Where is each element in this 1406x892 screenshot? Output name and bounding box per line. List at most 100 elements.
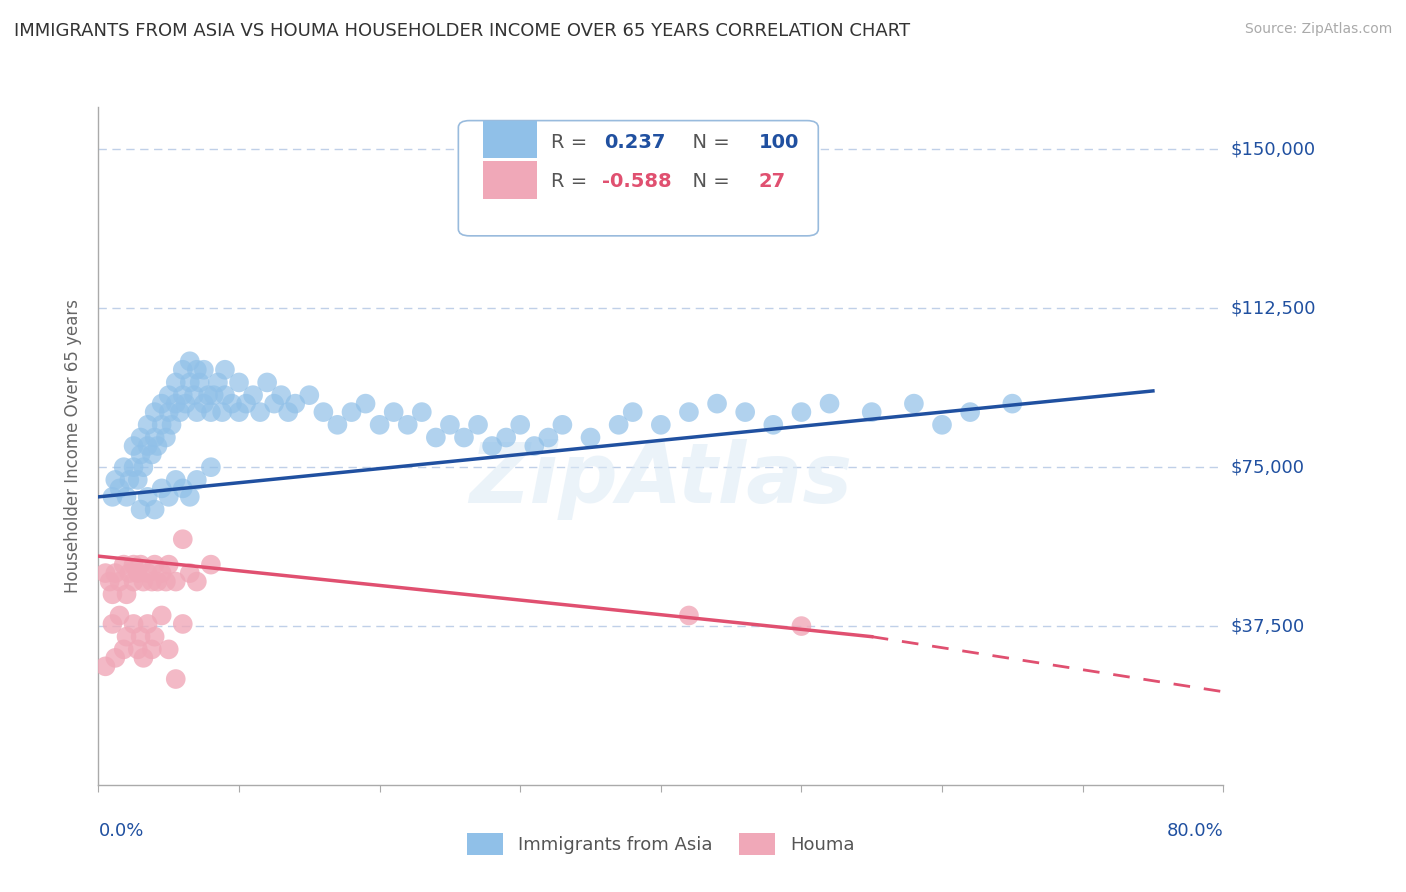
Point xyxy=(537,430,560,444)
Point xyxy=(340,405,363,419)
Point xyxy=(150,482,173,496)
Point xyxy=(860,405,883,419)
Point xyxy=(143,502,166,516)
Point xyxy=(101,490,124,504)
Point xyxy=(129,430,152,444)
Legend: Immigrants from Asia, Houma: Immigrants from Asia, Houma xyxy=(458,824,863,864)
Point xyxy=(523,439,546,453)
Point xyxy=(396,417,419,432)
Point xyxy=(174,396,197,410)
Point xyxy=(207,376,229,390)
Point xyxy=(903,396,925,410)
Point xyxy=(108,608,131,623)
Point xyxy=(172,388,194,402)
Point xyxy=(129,502,152,516)
Text: N =: N = xyxy=(681,172,735,191)
Text: R =: R = xyxy=(551,133,599,152)
Text: 80.0%: 80.0% xyxy=(1167,822,1223,840)
Text: $150,000: $150,000 xyxy=(1230,140,1316,159)
Point xyxy=(509,417,531,432)
Point xyxy=(678,608,700,623)
Point xyxy=(179,490,201,504)
Point xyxy=(200,460,222,475)
Point xyxy=(127,566,149,581)
Point xyxy=(132,574,155,589)
Point xyxy=(200,558,222,572)
Point xyxy=(183,388,205,402)
Point xyxy=(112,460,135,475)
Point xyxy=(165,672,187,686)
Point xyxy=(104,473,127,487)
Point xyxy=(284,396,307,410)
Point xyxy=(136,439,159,453)
Point xyxy=(122,617,145,632)
Point xyxy=(326,417,349,432)
Point xyxy=(143,630,166,644)
Point xyxy=(495,430,517,444)
Point xyxy=(228,376,250,390)
Point xyxy=(132,460,155,475)
Point xyxy=(467,417,489,432)
Point xyxy=(136,490,159,504)
Text: 100: 100 xyxy=(759,133,799,152)
Point xyxy=(818,396,841,410)
Point xyxy=(122,558,145,572)
Point xyxy=(172,532,194,546)
Point xyxy=(150,566,173,581)
Point xyxy=(169,405,191,419)
Point xyxy=(706,396,728,410)
Point xyxy=(453,430,475,444)
Point xyxy=(136,617,159,632)
Point xyxy=(165,574,187,589)
Point xyxy=(127,642,149,657)
Point xyxy=(136,566,159,581)
Point xyxy=(249,405,271,419)
Y-axis label: Householder Income Over 65 years: Householder Income Over 65 years xyxy=(65,299,83,593)
Point xyxy=(157,405,180,419)
Point xyxy=(931,417,953,432)
Point xyxy=(235,396,257,410)
Point xyxy=(115,490,138,504)
Point xyxy=(551,417,574,432)
FancyBboxPatch shape xyxy=(458,120,818,235)
Text: $112,500: $112,500 xyxy=(1230,300,1316,318)
Point xyxy=(141,574,163,589)
Point xyxy=(790,405,813,419)
Point xyxy=(160,417,183,432)
Point xyxy=(150,417,173,432)
Text: $75,000: $75,000 xyxy=(1230,458,1305,476)
Point xyxy=(129,630,152,644)
Point xyxy=(790,619,813,633)
Point xyxy=(263,396,285,410)
Point xyxy=(193,396,215,410)
Point xyxy=(172,617,194,632)
Point xyxy=(101,587,124,601)
Point xyxy=(112,642,135,657)
Text: 0.237: 0.237 xyxy=(605,133,666,152)
Point xyxy=(678,405,700,419)
Point xyxy=(439,417,461,432)
Point xyxy=(94,659,117,673)
Point xyxy=(277,405,299,419)
Point xyxy=(193,362,215,376)
Point xyxy=(101,617,124,632)
Point xyxy=(143,558,166,572)
Point xyxy=(122,439,145,453)
Point xyxy=(172,482,194,496)
Text: R =: R = xyxy=(551,172,593,191)
Point xyxy=(118,473,141,487)
Point xyxy=(155,574,177,589)
Point xyxy=(411,405,433,419)
Point xyxy=(270,388,292,402)
Point xyxy=(108,482,131,496)
Point xyxy=(1001,396,1024,410)
Point xyxy=(157,558,180,572)
Point xyxy=(368,417,391,432)
Point xyxy=(607,417,630,432)
Point xyxy=(481,439,503,453)
Point xyxy=(129,447,152,462)
Point xyxy=(172,362,194,376)
Point xyxy=(298,388,321,402)
Point xyxy=(214,388,236,402)
Point xyxy=(200,405,222,419)
